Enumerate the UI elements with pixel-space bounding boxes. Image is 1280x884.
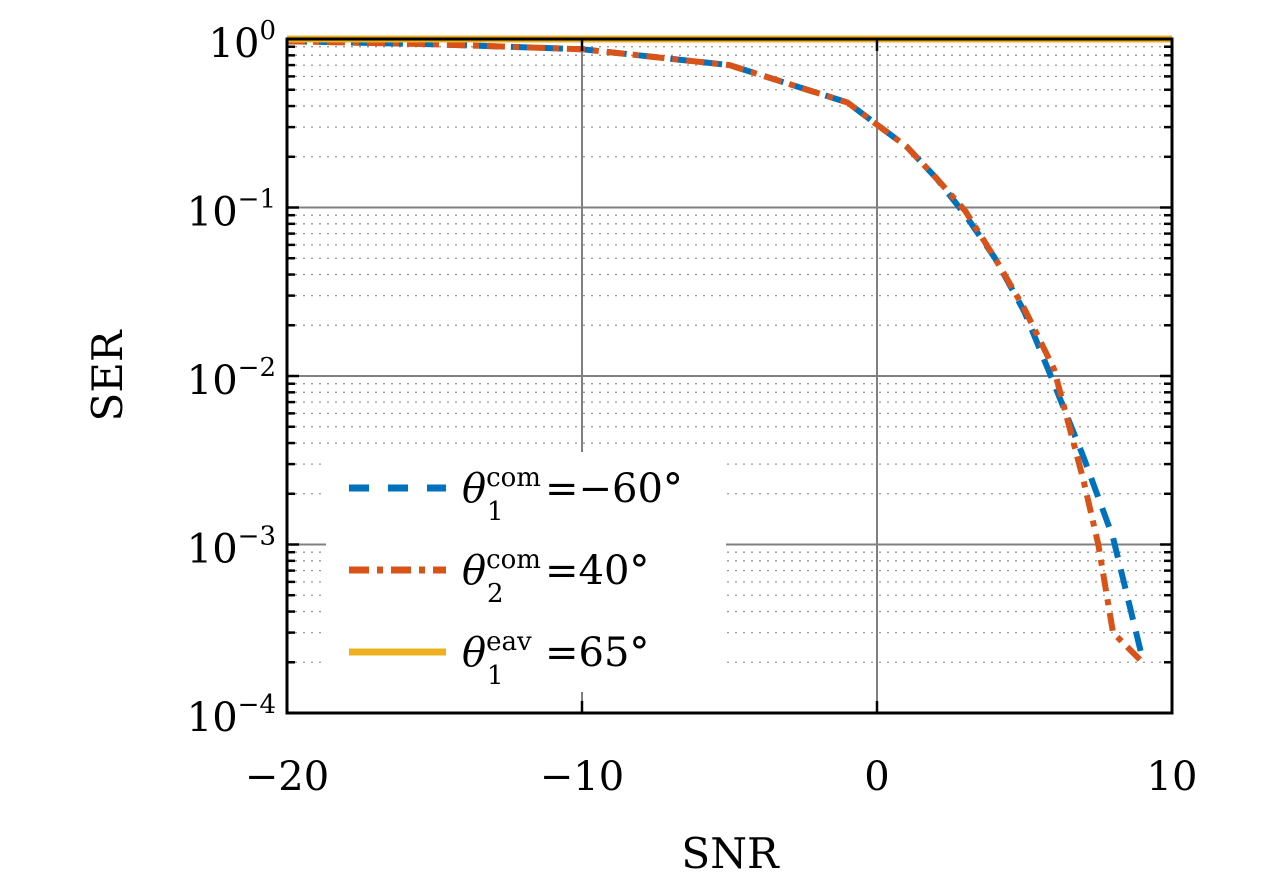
legend-superscript: com	[486, 463, 541, 493]
series-line-theta2-com	[286, 38, 1145, 665]
legend-value: =65°	[545, 630, 649, 676]
legend-symbol: θ	[462, 466, 486, 512]
x-axis-title: SNR	[681, 829, 780, 878]
legend-subscript: 1	[487, 497, 504, 527]
y-tick-base: 10	[209, 21, 260, 67]
y-tick-base: 10	[187, 695, 238, 741]
legend-symbol: θ	[462, 548, 486, 594]
x-tick-label: 0	[864, 754, 889, 800]
legend-value: =−60°	[545, 466, 683, 512]
legend-label-theta2-com: θcom 2 =40°	[462, 545, 649, 609]
y-axis-title: SER	[83, 329, 132, 421]
y-tick-label: 10−4	[187, 690, 276, 741]
legend-superscript: eav	[486, 627, 532, 657]
y-tick-label: 100	[209, 16, 276, 67]
x-tick-labels: −20 −10 0 10	[245, 754, 1198, 800]
legend-value: =40°	[545, 548, 649, 594]
legend-subscript: 1	[487, 661, 504, 691]
x-tick-label: −20	[245, 754, 329, 800]
legend-label-theta1-eav: θeav 1 =65°	[462, 627, 649, 691]
axis-ticks	[285, 37, 1174, 715]
y-tick-exponent: −2	[238, 353, 276, 383]
x-tick-label: −10	[540, 754, 624, 800]
y-tick-base: 10	[187, 358, 238, 404]
legend-superscript: com	[486, 545, 541, 575]
x-tick-label: 10	[1147, 754, 1198, 800]
y-tick-label: 10−3	[187, 522, 276, 573]
y-tick-base: 10	[187, 190, 238, 236]
y-tick-exponent: −3	[238, 522, 276, 552]
y-tick-label: 10−2	[187, 353, 276, 404]
y-tick-exponent: −1	[238, 185, 276, 215]
y-tick-exponent: −4	[238, 690, 276, 720]
legend-label-theta1-com: θcom 1 =−60°	[462, 463, 683, 527]
y-tick-base: 10	[187, 527, 238, 573]
legend: θcom 1 =−60°θcom 2 =40°θeav 1 =65°	[326, 452, 726, 692]
legend-symbol: θ	[462, 630, 486, 676]
legend-subscript: 2	[487, 579, 504, 609]
minor-grid	[287, 46, 1172, 663]
y-tick-exponent: 0	[259, 16, 276, 46]
y-tick-label: 10−1	[187, 185, 276, 236]
